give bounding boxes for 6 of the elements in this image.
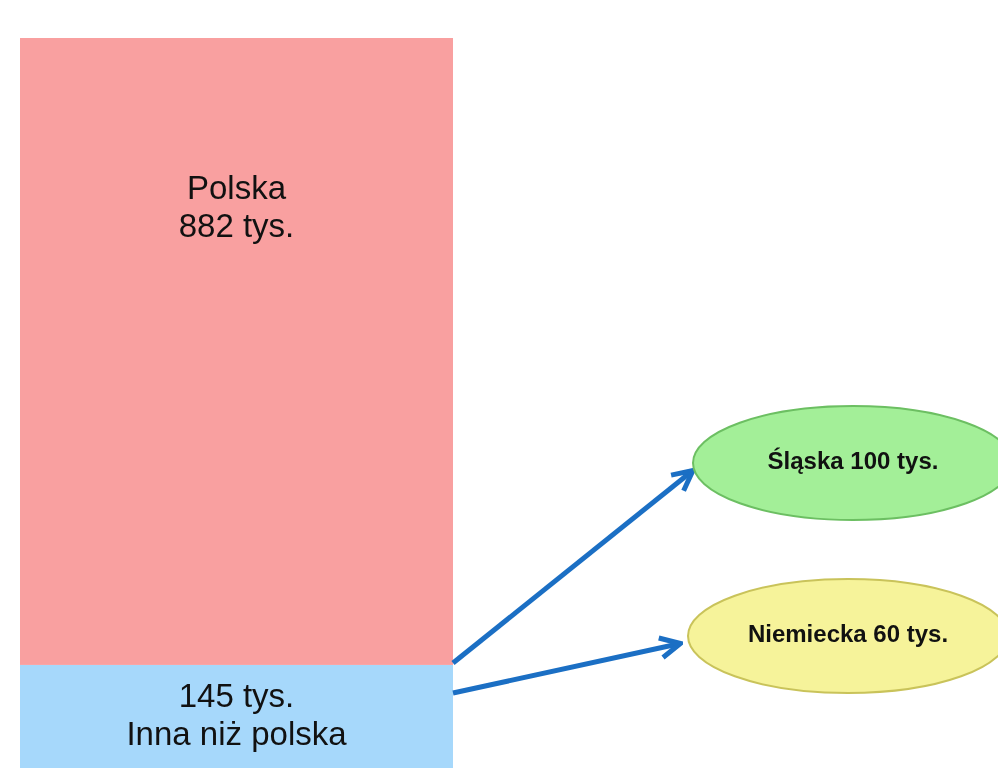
data-label: 145 tys. bbox=[178, 677, 295, 715]
text: Śląska 100 tys. bbox=[767, 447, 939, 475]
series-label: Polska bbox=[186, 168, 287, 206]
series-label: Inna niż polska bbox=[126, 715, 348, 753]
text: Niemiecka 60 tys. bbox=[747, 620, 949, 648]
data-label: 882 tys. bbox=[178, 206, 295, 244]
